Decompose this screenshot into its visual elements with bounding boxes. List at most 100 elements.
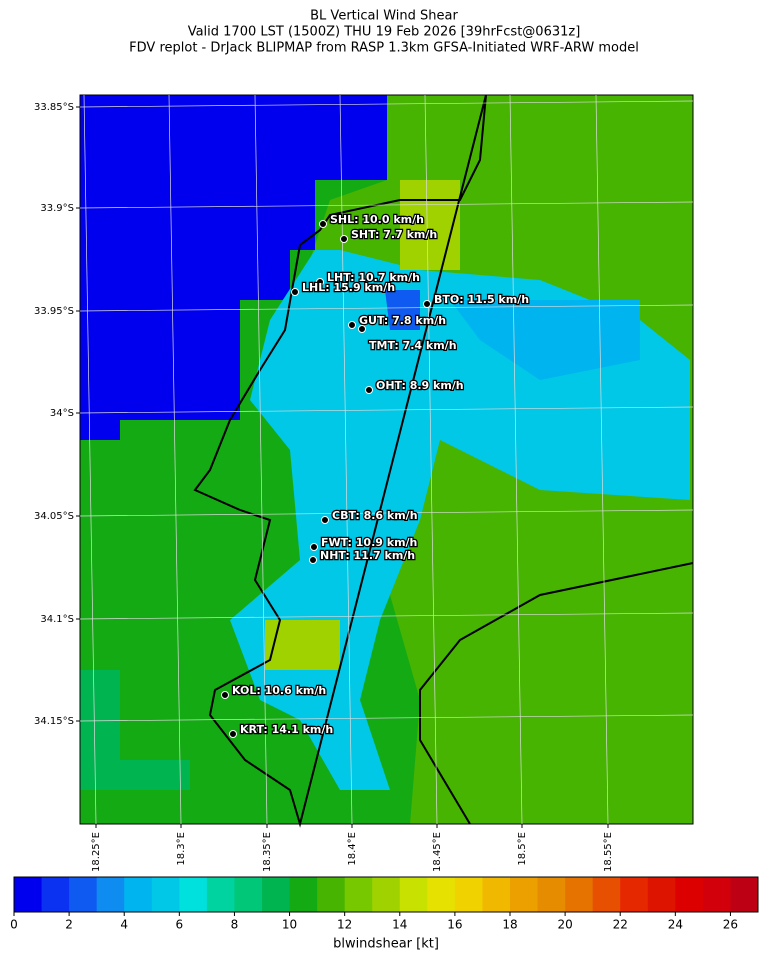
station-dot [310, 543, 318, 551]
station-label: BTO: 11.5 km/h [434, 293, 529, 306]
colorbar-tick-label: 18 [502, 918, 517, 932]
colorbar-cell [124, 877, 153, 912]
lon-label: 18.55°E [603, 832, 614, 872]
colorbar-cell [262, 877, 291, 912]
station-dot [423, 300, 431, 308]
station-label: GUT: 7.8 km/h [359, 314, 446, 327]
station-label: CBT: 8.6 km/h [332, 509, 418, 522]
station-label: TMT: 7.4 km/h [369, 339, 457, 352]
grid-line [79, 406, 694, 414]
region [450, 300, 640, 380]
region [80, 670, 190, 790]
map [79, 94, 694, 828]
station-dot [365, 386, 373, 394]
colorbar-cell [399, 877, 428, 912]
lon-label: 18.5°E [517, 832, 528, 866]
station-dot [348, 321, 356, 329]
grid-line [595, 94, 609, 825]
station-dot [316, 278, 324, 286]
colorbar-cell [206, 877, 235, 912]
region [265, 620, 340, 670]
station-label: KOL: 10.6 km/h [232, 684, 326, 697]
lon-label: 18.25°E [91, 832, 102, 872]
colorbar-cell [454, 877, 483, 912]
grid-line [83, 94, 97, 825]
grid-line [79, 714, 694, 722]
colorbar-cell [317, 877, 346, 912]
region [385, 290, 420, 330]
colorbar-tick-label: 26 [723, 918, 738, 932]
lat-label: 33.9°S [40, 203, 74, 214]
grid-line [254, 94, 268, 825]
station-dot [229, 730, 237, 738]
colorbar-cell [620, 877, 649, 912]
colorbar-tick-label: 2 [65, 918, 73, 932]
colorbar-cell [675, 877, 704, 912]
colorbar-tick-label: 12 [337, 918, 352, 932]
station-dot [309, 556, 317, 564]
lon-label: 18.45°E [432, 832, 443, 872]
station-dot [221, 691, 229, 699]
grid-line [339, 94, 353, 825]
station-dot [319, 220, 327, 228]
station-label: SHT: 7.7 km/h [351, 228, 437, 241]
colorbar-tick-label: 24 [668, 918, 683, 932]
station-dot [291, 288, 299, 296]
lat-label: 34°S [50, 408, 74, 419]
lat-label: 33.85°S [34, 102, 74, 113]
station-label: OHT: 8.9 km/h [376, 379, 464, 392]
region [400, 180, 460, 270]
lon-label: 18.3°E [176, 832, 187, 866]
colorbar-cell [372, 877, 401, 912]
grid-line [79, 509, 694, 517]
station-dot [321, 516, 329, 524]
colorbar-cell [537, 877, 566, 912]
colorbar-tick-label: 0 [10, 918, 18, 932]
title: BL Vertical Wind Shear [310, 9, 458, 24]
station-label: SHL: 10.0 km/h [330, 213, 424, 226]
grid-line [424, 94, 438, 825]
colorbar-cell [234, 877, 263, 912]
colorbar-cell [565, 877, 594, 912]
colorbar-tick-label: 6 [176, 918, 184, 932]
colorbar-cell [179, 877, 208, 912]
grid-line [168, 94, 182, 825]
station-label: LHL: 15.9 km/h [302, 281, 395, 294]
boundary [419, 562, 694, 825]
colorbar-cell [647, 877, 676, 912]
colorbar-cell [482, 877, 511, 912]
colorbar-cell [41, 877, 70, 912]
colorbar-label: blwindshear [kt] [333, 937, 439, 952]
colorbar-cell [592, 877, 621, 912]
colorbar-cell [289, 877, 318, 912]
colorbar-tick-label: 22 [613, 918, 628, 932]
lon-label: 18.4°E [347, 832, 358, 866]
lat-label: 34.1°S [40, 614, 74, 625]
title: FDV replot - DrJack BLIPMAP from RASP 1.… [129, 41, 639, 56]
colorbar-tick-label: 14 [392, 918, 407, 932]
title: Valid 1700 LST (1500Z) THU 19 Feb 2026 [… [188, 25, 581, 40]
colorbar-tick-label: 10 [282, 918, 297, 932]
map-frame [79, 94, 694, 825]
lat-label: 34.05°S [34, 511, 74, 522]
station-label: KRT: 14.1 km/h [240, 723, 333, 736]
colorbar-cell [151, 877, 180, 912]
lat-label: 34.15°S [34, 716, 74, 727]
colorbar-tick-label: 4 [120, 918, 128, 932]
lat-label: 33.95°S [34, 306, 74, 317]
station-dot [340, 235, 348, 243]
station-label: NHT: 11.7 km/h [320, 549, 415, 562]
colorbar-cell [730, 877, 759, 912]
colorbar-tick-label: 20 [557, 918, 572, 932]
colorbar-cell [510, 877, 539, 912]
station-label: FWT: 10.9 km/h [321, 536, 417, 549]
grid-line [79, 100, 694, 108]
colorbar-cell [344, 877, 373, 912]
colorbar-cell [702, 877, 731, 912]
lon-label: 18.35°E [262, 832, 273, 872]
grid-line [509, 94, 523, 825]
colorbar-cell [69, 877, 98, 912]
region [80, 95, 387, 440]
colorbar-cell [427, 877, 456, 912]
